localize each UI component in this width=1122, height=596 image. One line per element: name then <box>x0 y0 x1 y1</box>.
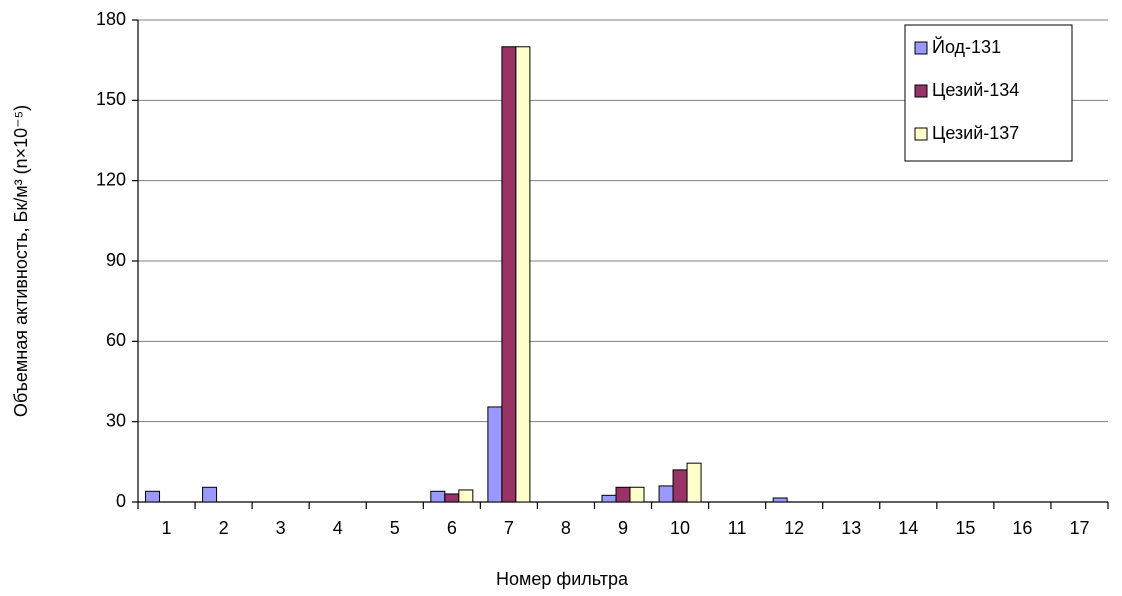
y-tick-label: 120 <box>96 169 126 189</box>
bar <box>515 46 531 503</box>
bar <box>772 497 788 503</box>
y-axis-title: Объемная активность, Бк/м³ (n×10⁻⁵) <box>11 105 31 417</box>
legend-swatch <box>914 127 928 141</box>
legend-swatch <box>914 41 928 55</box>
x-tick-label: 2 <box>219 518 229 538</box>
y-tick-label: 180 <box>96 9 126 29</box>
x-tick-label: 15 <box>955 518 975 538</box>
x-axis-title: Номер фильтра <box>496 569 629 589</box>
y-tick-label: 30 <box>106 410 126 430</box>
bar <box>430 490 446 503</box>
legend-box <box>904 24 1073 162</box>
y-tick-label: 60 <box>106 330 126 350</box>
bar <box>672 469 688 503</box>
x-tick-label: 6 <box>447 518 457 538</box>
y-tick-label: 0 <box>116 491 126 511</box>
x-tick-label: 5 <box>390 518 400 538</box>
legend-label: Цезий-134 <box>932 80 1019 100</box>
bar <box>487 406 503 503</box>
x-tick-label: 8 <box>561 518 571 538</box>
x-tick-label: 9 <box>618 518 628 538</box>
bar <box>658 485 674 503</box>
x-tick-label: 10 <box>670 518 690 538</box>
x-tick-label: 16 <box>1012 518 1032 538</box>
bar <box>202 486 218 503</box>
x-tick-label: 13 <box>841 518 861 538</box>
x-tick-label: 12 <box>784 518 804 538</box>
legend-label: Йод-131 <box>932 36 1001 57</box>
bar <box>458 489 474 503</box>
y-tick-label: 90 <box>106 250 126 270</box>
bar <box>615 486 631 503</box>
x-tick-label: 11 <box>728 518 747 538</box>
x-tick-label: 3 <box>276 518 286 538</box>
x-tick-label: 7 <box>504 518 514 538</box>
bar <box>601 494 617 503</box>
x-tick-label: 1 <box>162 518 172 538</box>
x-tick-label: 14 <box>898 518 918 538</box>
y-tick-label: 150 <box>96 89 126 109</box>
x-tick-label: 17 <box>1069 518 1089 538</box>
x-tick-label: 4 <box>333 518 343 538</box>
bar <box>501 46 517 503</box>
bar <box>629 486 645 503</box>
bar <box>686 462 702 503</box>
legend-swatch <box>914 84 928 98</box>
bar <box>145 490 161 503</box>
bar <box>444 493 460 503</box>
legend-label: Цезий-137 <box>932 123 1019 143</box>
